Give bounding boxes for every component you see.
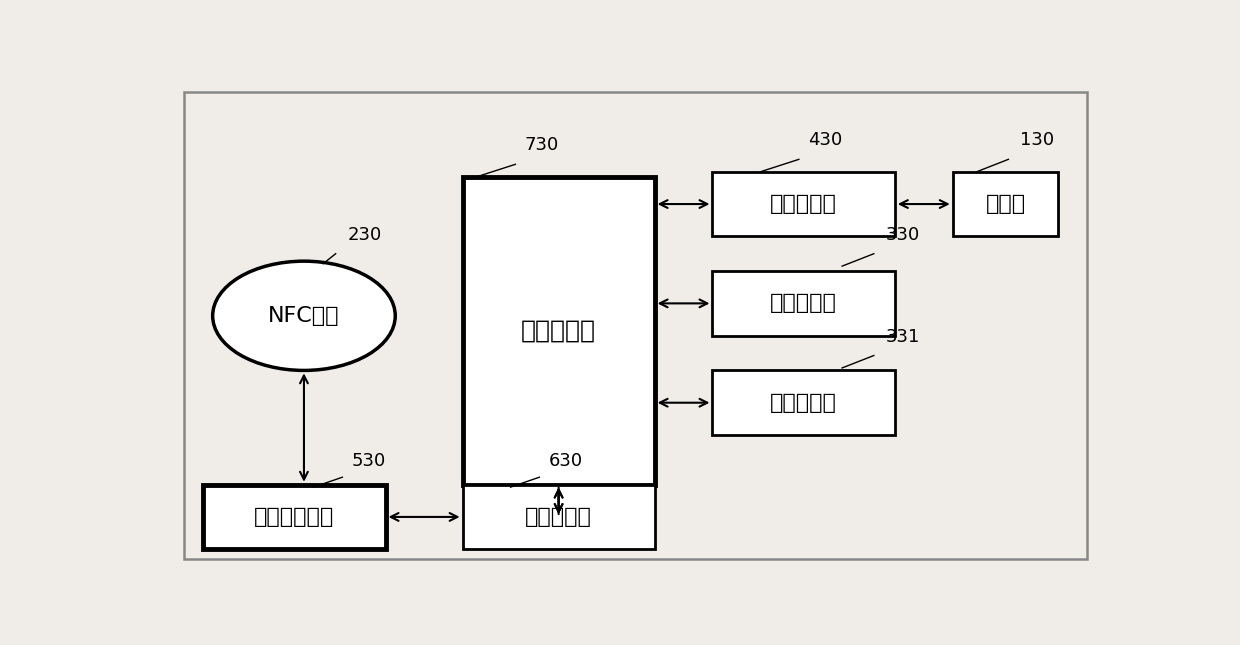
FancyArrowPatch shape <box>660 200 707 208</box>
Bar <box>712 370 895 435</box>
FancyArrowPatch shape <box>554 490 563 514</box>
Text: 430: 430 <box>808 132 843 150</box>
Text: 230: 230 <box>347 226 382 244</box>
Text: 630: 630 <box>549 451 583 470</box>
Text: 距离传感器: 距离传感器 <box>770 293 837 313</box>
FancyArrowPatch shape <box>900 200 947 208</box>
Text: 330: 330 <box>885 226 920 244</box>
FancyArrowPatch shape <box>660 299 707 307</box>
FancyArrowPatch shape <box>391 513 458 521</box>
Text: 331: 331 <box>885 328 920 346</box>
Text: 安全处理器: 安全处理器 <box>526 507 591 527</box>
Text: 130: 130 <box>1019 132 1054 150</box>
FancyArrowPatch shape <box>660 399 707 406</box>
Bar <box>952 172 1058 236</box>
Text: 530: 530 <box>352 451 386 470</box>
Text: 主控处理器: 主控处理器 <box>521 319 596 342</box>
Text: 光线传感器: 光线传感器 <box>770 393 837 413</box>
Ellipse shape <box>213 261 396 370</box>
Text: 摄像头: 摄像头 <box>986 194 1025 214</box>
Bar <box>712 271 895 335</box>
Text: 730: 730 <box>525 136 559 154</box>
FancyArrowPatch shape <box>300 375 308 479</box>
Text: NFC天线: NFC天线 <box>268 306 340 326</box>
Bar <box>463 177 655 484</box>
Bar <box>463 484 655 550</box>
Text: 非接处理模块: 非接处理模块 <box>254 507 335 527</box>
FancyArrowPatch shape <box>554 488 563 512</box>
Bar <box>203 484 386 550</box>
Bar <box>712 172 895 236</box>
Text: 摄像头模块: 摄像头模块 <box>770 194 837 214</box>
